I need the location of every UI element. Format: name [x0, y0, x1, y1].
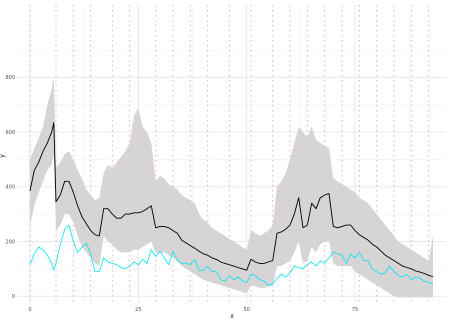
y-tick-label: 400 [5, 185, 15, 191]
y-tick-label: 800 [5, 75, 15, 81]
confidence-band-area [30, 77, 433, 298]
y-tick-label: 200 [5, 239, 15, 245]
x-tick-label: 75 [352, 307, 358, 313]
x-tick-label: 50 [243, 307, 249, 313]
main-series-line [29, 122, 434, 277]
y-tick-label: 600 [5, 130, 15, 136]
x-tick-labels: 0 25 50 75 [28, 307, 358, 313]
y-axis-title: y [0, 154, 6, 158]
x-tick-label: 25 [135, 307, 141, 313]
x-tick-label: 0 [28, 307, 31, 313]
y-tick-label: 0 [12, 294, 15, 300]
y-tick-labels: 0 200 400 600 800 [5, 75, 15, 300]
second-series-line [29, 224, 434, 286]
confidence-band [30, 77, 433, 298]
series-lines [29, 122, 434, 286]
x-axis-title: x [230, 313, 234, 320]
